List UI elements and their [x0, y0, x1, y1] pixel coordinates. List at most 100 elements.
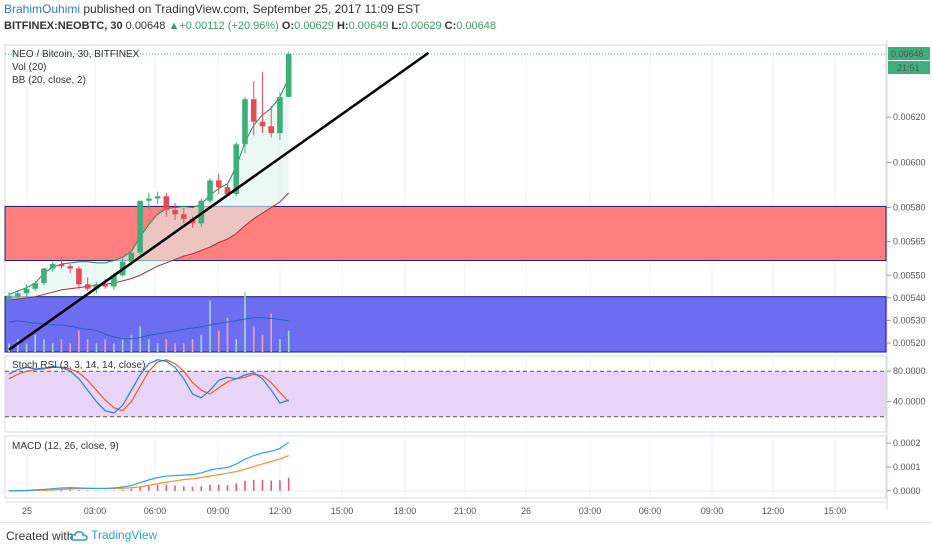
volume-bar: [104, 339, 106, 352]
macd-histogram-bar: [279, 480, 281, 491]
macd-histogram-bar: [113, 490, 115, 491]
candle-body: [23, 288, 30, 294]
volume-bar: [200, 334, 203, 352]
time-tick-label: 15:00: [331, 506, 354, 516]
macd-tick-label: 0.0000: [893, 486, 921, 496]
volume-bar: [139, 326, 141, 352]
close-label: C:: [444, 20, 457, 32]
volume-bar: [279, 339, 281, 352]
macd-histogram-bar: [252, 479, 255, 491]
volume-ma-line: [8, 317, 289, 340]
candle-body: [215, 180, 222, 188]
last-price-badge: [888, 47, 930, 61]
published-text: published on TradingView.com, September …: [80, 2, 421, 16]
time-tick-label: 26: [521, 506, 531, 516]
time-tick-label: 12:00: [762, 506, 785, 516]
author-link[interactable]: BrahimOuhimi: [4, 2, 81, 16]
macd-histogram-bar: [226, 485, 229, 491]
macd-histogram-bar: [121, 489, 124, 491]
tradingview-brand[interactable]: TradingView: [70, 528, 157, 542]
macd-histogram-bar: [130, 488, 133, 491]
bb-upper-line: [8, 77, 290, 295]
cloud-icon: [70, 530, 88, 541]
legend-item: Vol (20): [12, 62, 46, 73]
stoch-tick-label: 80.0000: [893, 366, 926, 376]
price-tick-label: 0.00600: [893, 157, 926, 167]
volume-bar: [43, 339, 45, 352]
volume-bar: [16, 339, 19, 352]
macd-histogram-bar: [209, 484, 211, 491]
change-arrow-icon: ▲: [168, 20, 180, 32]
candle-body: [181, 214, 187, 219]
stoch-label: Stoch RSI (3, 3, 14, 14, close): [12, 360, 145, 371]
volume-bar: [25, 343, 28, 352]
volume-bar: [86, 339, 89, 352]
macd-histogram-bar: [60, 489, 63, 491]
candle-body: [58, 263, 65, 267]
stoch-k-line: [8, 359, 289, 414]
macd-histogram-bar: [156, 484, 159, 491]
price-tick-label: 0.00540: [893, 293, 926, 303]
macd-histogram-bar: [191, 486, 194, 491]
macd-histogram-bar: [69, 489, 71, 491]
volume-bar: [51, 343, 54, 352]
candle-body: [14, 293, 21, 297]
bb-basis-line: [8, 192, 290, 301]
volume-bar: [209, 300, 211, 352]
time-tick-label: 18:00: [394, 506, 417, 516]
candle-body: [259, 121, 266, 127]
chart-canvas[interactable]: 0.00620 0.00600 0.00580 0.00565 0.00550 0.005…: [0, 40, 932, 522]
chart-header: BrahimOuhimi published on TradingView.co…: [0, 0, 932, 40]
time-tick-label: 03:00: [579, 506, 602, 516]
volume-bar: [69, 343, 71, 352]
time-tick-label: 09:00: [701, 506, 724, 516]
candle-body: [268, 126, 274, 134]
macd-signal-line: [9, 454, 289, 492]
volume-bar: [8, 343, 10, 352]
candle-body: [242, 99, 248, 145]
candle-body: [172, 209, 178, 215]
high-label: H:: [336, 20, 349, 32]
last-price: 0.00648: [125, 20, 166, 32]
open-value: 0.00629: [294, 20, 334, 32]
last-price-label: 0.00648: [891, 49, 924, 59]
macd-label: MACD (12, 26, close, 9): [12, 441, 119, 452]
stoch-tick-label: 40.0000: [893, 397, 926, 407]
volume-bar: [130, 334, 133, 352]
candle-body: [137, 200, 143, 253]
ohlc-line: BITFINEX:NEOBTC, 30 0.00648 ▲+0.00112 (+…: [4, 20, 496, 32]
macd-histogram-bar: [78, 490, 80, 491]
symbol-label: BITFINEX:NEOBTC, 30: [4, 20, 123, 32]
volume-bar: [60, 339, 63, 352]
publisher-line: BrahimOuhimi published on TradingView.co…: [4, 2, 420, 16]
volume-bar: [148, 339, 150, 352]
macd-histogram-bar: [235, 483, 238, 491]
volume-bar: [34, 334, 37, 352]
macd-histogram-bar: [244, 480, 246, 491]
change-value: +0.00112 (+20.96%): [179, 20, 279, 32]
candle-body: [163, 196, 170, 210]
price-tick-label: 0.00530: [893, 315, 926, 325]
volume-bar: [287, 330, 290, 352]
volume-bar: [252, 326, 255, 352]
volume-bar: [113, 343, 115, 352]
macd-pane: [4, 435, 887, 499]
candle-body: [277, 96, 283, 134]
macd-histogram-bar: [183, 486, 185, 491]
candle-body: [233, 144, 240, 194]
macd-histogram-bar: [270, 480, 272, 491]
candle-body: [285, 54, 292, 97]
trendline: [8, 51, 430, 351]
candle-body: [128, 252, 135, 262]
candle-body: [84, 284, 91, 289]
macd-line: [8, 441, 290, 492]
time-tick-label: 06:00: [144, 506, 167, 516]
macd-histogram-bar: [95, 490, 98, 492]
volume-bar: [261, 334, 264, 352]
macd-histogram-bar: [104, 490, 106, 492]
macd-histogram-bar: [174, 485, 176, 491]
macd-tick-label: 0.0001: [893, 462, 921, 472]
macd-histogram-bar: [148, 485, 150, 491]
tradingview-label: TradingView: [91, 528, 158, 542]
volume-bar: [95, 343, 98, 352]
